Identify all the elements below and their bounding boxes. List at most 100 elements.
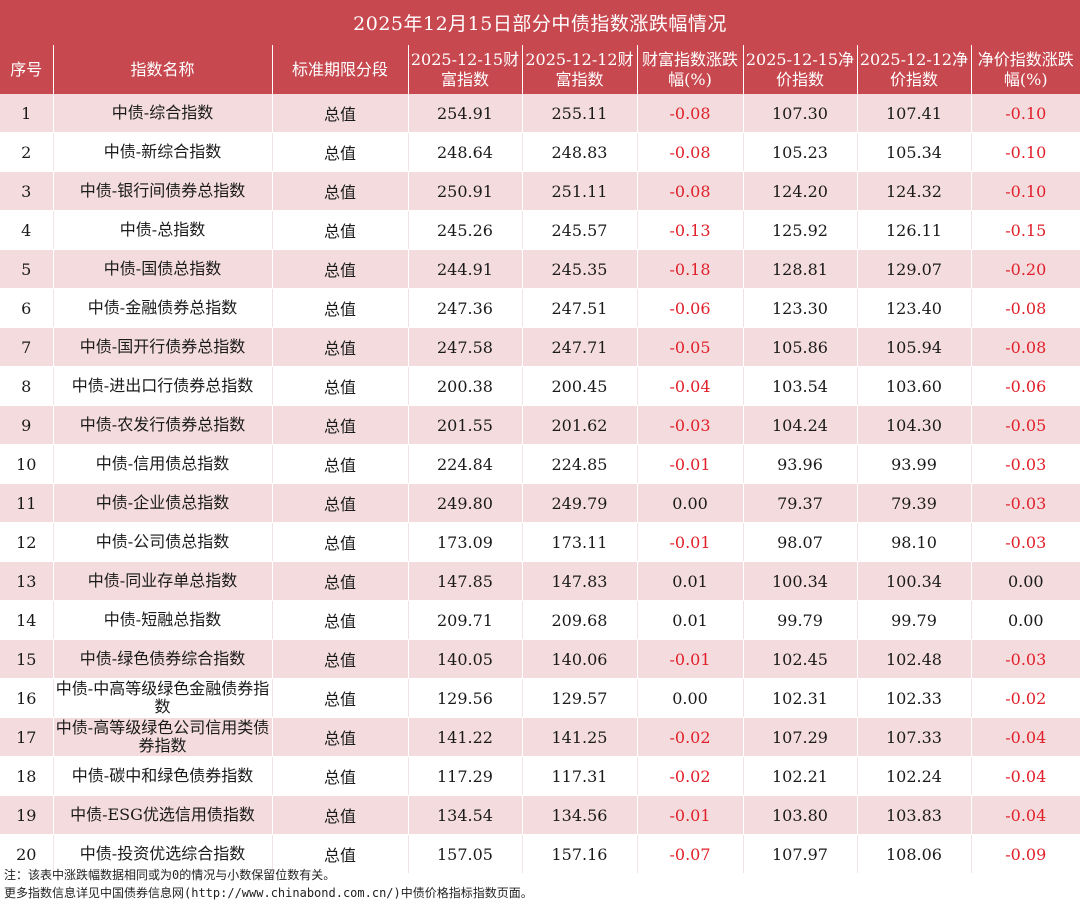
cell-net-change: -0.08 <box>970 327 1080 367</box>
cell-no: 5 <box>0 249 53 289</box>
cell-wealth-prev: 249.79 <box>521 483 637 523</box>
footnotes: 注：该表中涨跌幅数据相同或为0的情况与小数保留位数有关。 更多指数信息详见中国债… <box>4 866 1074 902</box>
cell-wealth-prev: 141.25 <box>521 717 637 757</box>
cell-no: 9 <box>0 405 53 445</box>
cell-wealth-change: -0.01 <box>636 639 743 679</box>
cell-wealth-prev: 245.35 <box>521 249 637 289</box>
cell-net-change: -0.20 <box>970 249 1080 289</box>
cell-no: 19 <box>0 795 53 835</box>
cell-net-prev: 99.79 <box>856 600 971 640</box>
cell-net-change: -0.04 <box>970 795 1080 835</box>
cell-net-today: 100.34 <box>742 561 857 601</box>
cell-wealth-today: 147.85 <box>407 561 522 601</box>
cell-no: 6 <box>0 288 53 328</box>
cell-net-prev: 107.41 <box>856 94 971 133</box>
cell-name: 中债-农发行债券总指数 <box>52 405 272 445</box>
cell-net-today: 93.96 <box>742 444 857 484</box>
cell-term: 总值 <box>271 94 408 133</box>
table-row: 14 中债-短融总指数 总值 209.71 209.68 0.01 99.79 99.79 0.… <box>0 600 1080 640</box>
cell-net-today: 98.07 <box>742 522 857 562</box>
cell-no: 10 <box>0 444 53 484</box>
cell-name: 中债-金融债券总指数 <box>52 288 272 328</box>
table-row: 10 中债-信用债总指数 总值 224.84 224.85 -0.01 93.96 93.99… <box>0 444 1080 484</box>
cell-net-prev: 107.33 <box>856 717 971 757</box>
cell-net-change: -0.04 <box>970 717 1080 757</box>
bond-index-table: 序号 指数名称 标准期限分段 2025-12-15财富指数 2025-12-12… <box>0 45 1080 874</box>
table-row: 17 中债-高等级绿色公司信用类债券指数 总值 141.22 141.25 -0.02 10… <box>0 717 1080 757</box>
cell-no: 11 <box>0 483 53 523</box>
cell-wealth-today: 141.22 <box>407 717 522 757</box>
cell-wealth-change: -0.05 <box>636 327 743 367</box>
cell-wealth-change: -0.06 <box>636 288 743 328</box>
cell-net-change: -0.04 <box>970 756 1080 796</box>
cell-term: 总值 <box>271 639 408 679</box>
cell-wealth-today: 209.71 <box>407 600 522 640</box>
cell-wealth-today: 224.84 <box>407 444 522 484</box>
cell-net-today: 79.37 <box>742 483 857 523</box>
cell-wealth-today: 157.05 <box>407 834 522 874</box>
cell-net-change: -0.08 <box>970 288 1080 328</box>
cell-net-today: 124.20 <box>742 171 857 211</box>
table-row: 16 中债-中高等级绿色金融债券指数 总值 129.56 129.57 0.00 102.3… <box>0 678 1080 718</box>
cell-term: 总值 <box>271 600 408 640</box>
cell-no: 13 <box>0 561 53 601</box>
cell-term: 总值 <box>271 522 408 562</box>
cell-net-change: -0.02 <box>970 678 1080 718</box>
cell-net-today: 104.24 <box>742 405 857 445</box>
cell-wealth-prev: 251.11 <box>521 171 637 211</box>
table-row: 12 中债-公司债总指数 总值 173.09 173.11 -0.01 98.07 98.10… <box>0 522 1080 562</box>
cell-net-prev: 98.10 <box>856 522 971 562</box>
cell-no: 17 <box>0 717 53 757</box>
cell-net-prev: 100.34 <box>856 561 971 601</box>
table-row: 2 中债-新综合指数 总值 248.64 248.83 -0.08 105.23 105.34… <box>0 132 1080 172</box>
table-row: 3 中债-银行间债券总指数 总值 250.91 251.11 -0.08 124.20 124… <box>0 171 1080 211</box>
cell-name: 中债-中高等级绿色金融债券指数 <box>52 678 272 718</box>
cell-wealth-change: 0.01 <box>636 600 743 640</box>
cell-wealth-prev: 247.71 <box>521 327 637 367</box>
cell-name: 中债-高等级绿色公司信用类债券指数 <box>52 717 272 757</box>
cell-net-change: -0.10 <box>970 94 1080 133</box>
header-wealth-prev: 2025-12-12财富指数 <box>521 45 637 94</box>
cell-net-prev: 124.32 <box>856 171 971 211</box>
cell-wealth-change: -0.07 <box>636 834 743 874</box>
cell-wealth-change: -0.01 <box>636 444 743 484</box>
cell-name: 中债-同业存单总指数 <box>52 561 272 601</box>
cell-net-prev: 105.34 <box>856 132 971 172</box>
cell-wealth-today: 129.56 <box>407 678 522 718</box>
cell-wealth-today: 201.55 <box>407 405 522 445</box>
cell-wealth-today: 245.26 <box>407 210 522 250</box>
header-net-today: 2025-12-15净价指数 <box>742 45 857 94</box>
cell-net-prev: 126.11 <box>856 210 971 250</box>
cell-wealth-prev: 248.83 <box>521 132 637 172</box>
cell-name: 中债-企业债总指数 <box>52 483 272 523</box>
cell-name: 中债-国开行债券总指数 <box>52 327 272 367</box>
cell-wealth-prev: 147.83 <box>521 561 637 601</box>
cell-wealth-today: 244.91 <box>407 249 522 289</box>
cell-net-prev: 103.83 <box>856 795 971 835</box>
cell-term: 总值 <box>271 366 408 406</box>
cell-term: 总值 <box>271 132 408 172</box>
cell-wealth-change: -0.08 <box>636 94 743 133</box>
cell-name: 中债-银行间债券总指数 <box>52 171 272 211</box>
cell-no: 2 <box>0 132 53 172</box>
cell-name: 中债-ESG优选信用债指数 <box>52 795 272 835</box>
cell-net-change: -0.03 <box>970 444 1080 484</box>
cell-net-today: 103.80 <box>742 795 857 835</box>
cell-term: 总值 <box>271 405 408 445</box>
cell-no: 4 <box>0 210 53 250</box>
cell-net-change: -0.03 <box>970 639 1080 679</box>
cell-wealth-prev: 247.51 <box>521 288 637 328</box>
cell-term: 总值 <box>271 171 408 211</box>
cell-wealth-today: 200.38 <box>407 366 522 406</box>
cell-wealth-change: -0.02 <box>636 717 743 757</box>
cell-wealth-change: -0.18 <box>636 249 743 289</box>
cell-net-change: 0.00 <box>970 600 1080 640</box>
cell-net-today: 105.23 <box>742 132 857 172</box>
cell-no: 14 <box>0 600 53 640</box>
cell-term: 总值 <box>271 444 408 484</box>
table-row: 18 中债-碳中和绿色债券指数 总值 117.29 117.31 -0.02 102.21 1… <box>0 756 1080 796</box>
cell-term: 总值 <box>271 249 408 289</box>
header-net-prev: 2025-12-12净价指数 <box>856 45 971 94</box>
cell-wealth-prev: 209.68 <box>521 600 637 640</box>
cell-no: 8 <box>0 366 53 406</box>
